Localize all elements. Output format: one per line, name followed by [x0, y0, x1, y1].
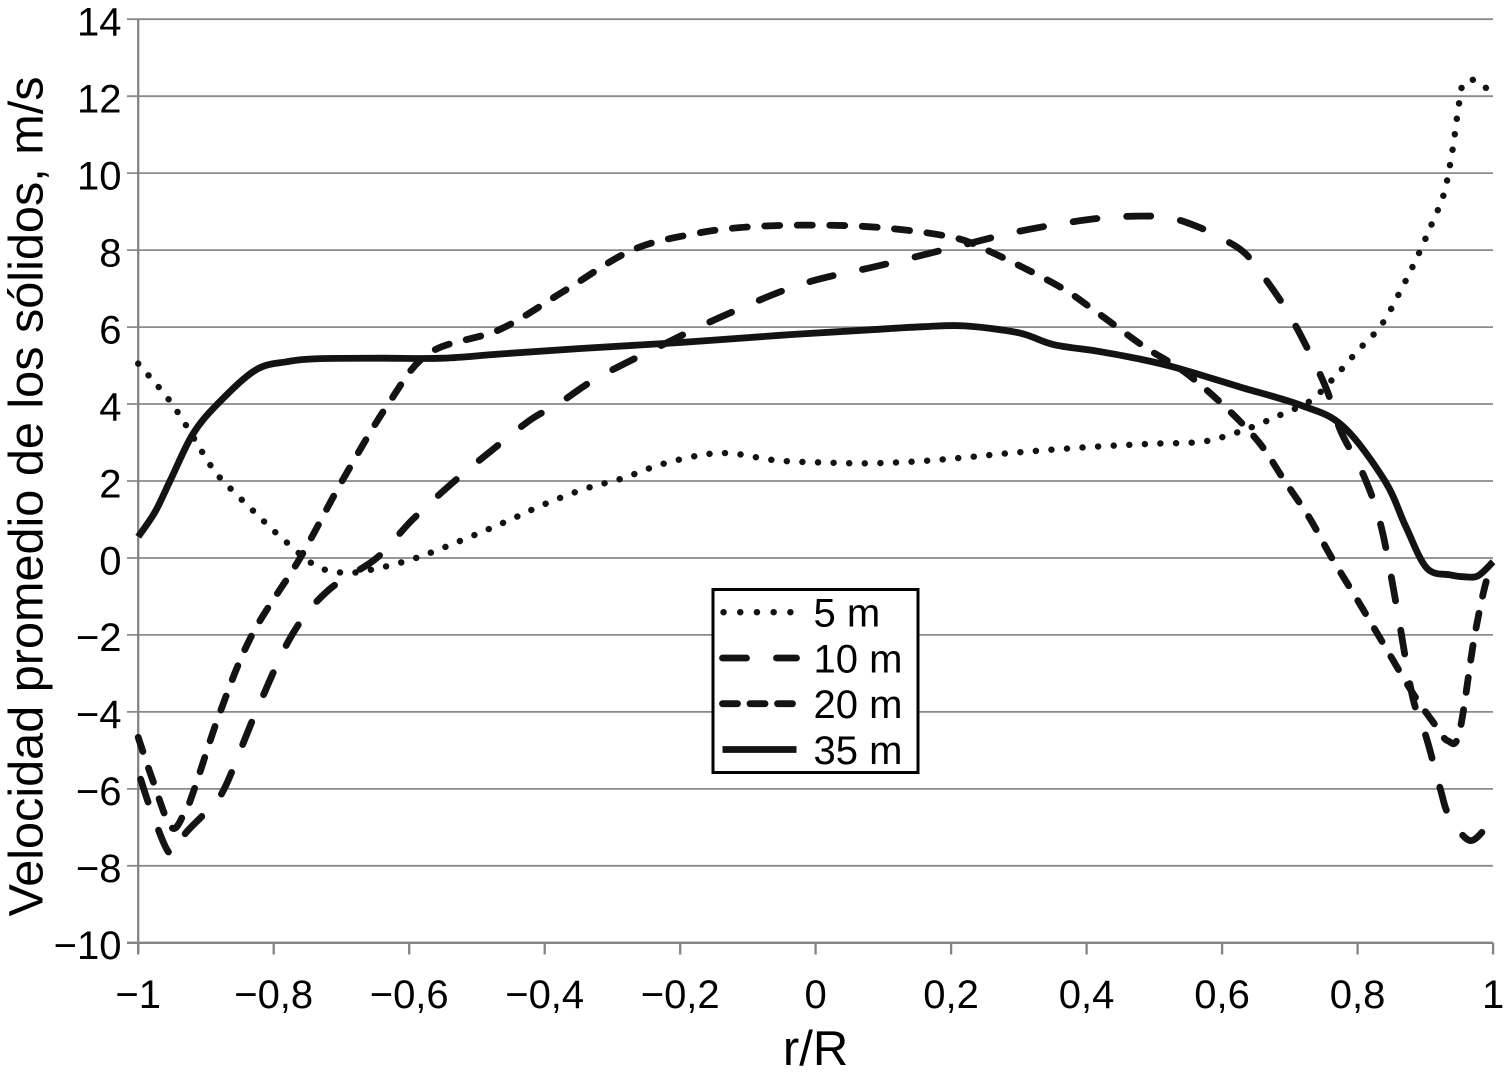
svg-text:−0,2: −0,2 [641, 973, 720, 1017]
svg-text:Velocidad promedio de los sóli: Velocidad promedio de los sólidos, m/s [0, 76, 54, 916]
svg-text:−4: −4 [76, 693, 122, 737]
svg-text:−0,4: −0,4 [505, 973, 584, 1017]
svg-text:35 m: 35 m [814, 729, 903, 773]
svg-text:1: 1 [1482, 973, 1504, 1017]
svg-text:14: 14 [77, 1, 122, 45]
svg-text:0,4: 0,4 [1059, 973, 1115, 1017]
svg-text:−6: −6 [76, 770, 122, 814]
svg-text:−0,6: −0,6 [370, 973, 449, 1017]
svg-text:2: 2 [99, 462, 121, 506]
svg-text:0,8: 0,8 [1330, 973, 1386, 1017]
svg-text:0: 0 [99, 539, 121, 583]
svg-text:0,6: 0,6 [1194, 973, 1250, 1017]
svg-text:r/R: r/R [783, 1022, 848, 1076]
svg-text:−0,8: −0,8 [234, 973, 313, 1017]
svg-text:5 m: 5 m [814, 592, 881, 636]
svg-text:8: 8 [99, 231, 121, 275]
svg-text:0: 0 [804, 973, 826, 1017]
svg-text:12: 12 [77, 78, 122, 122]
svg-text:0,2: 0,2 [923, 973, 979, 1017]
svg-text:10: 10 [77, 154, 122, 198]
svg-text:20 m: 20 m [814, 683, 903, 727]
svg-text:6: 6 [99, 308, 121, 352]
svg-text:−10: −10 [54, 924, 122, 968]
svg-text:4: 4 [99, 385, 121, 429]
svg-text:−2: −2 [76, 616, 122, 660]
svg-text:−8: −8 [76, 847, 122, 891]
svg-text:−1: −1 [115, 973, 161, 1017]
svg-text:10 m: 10 m [814, 638, 903, 682]
